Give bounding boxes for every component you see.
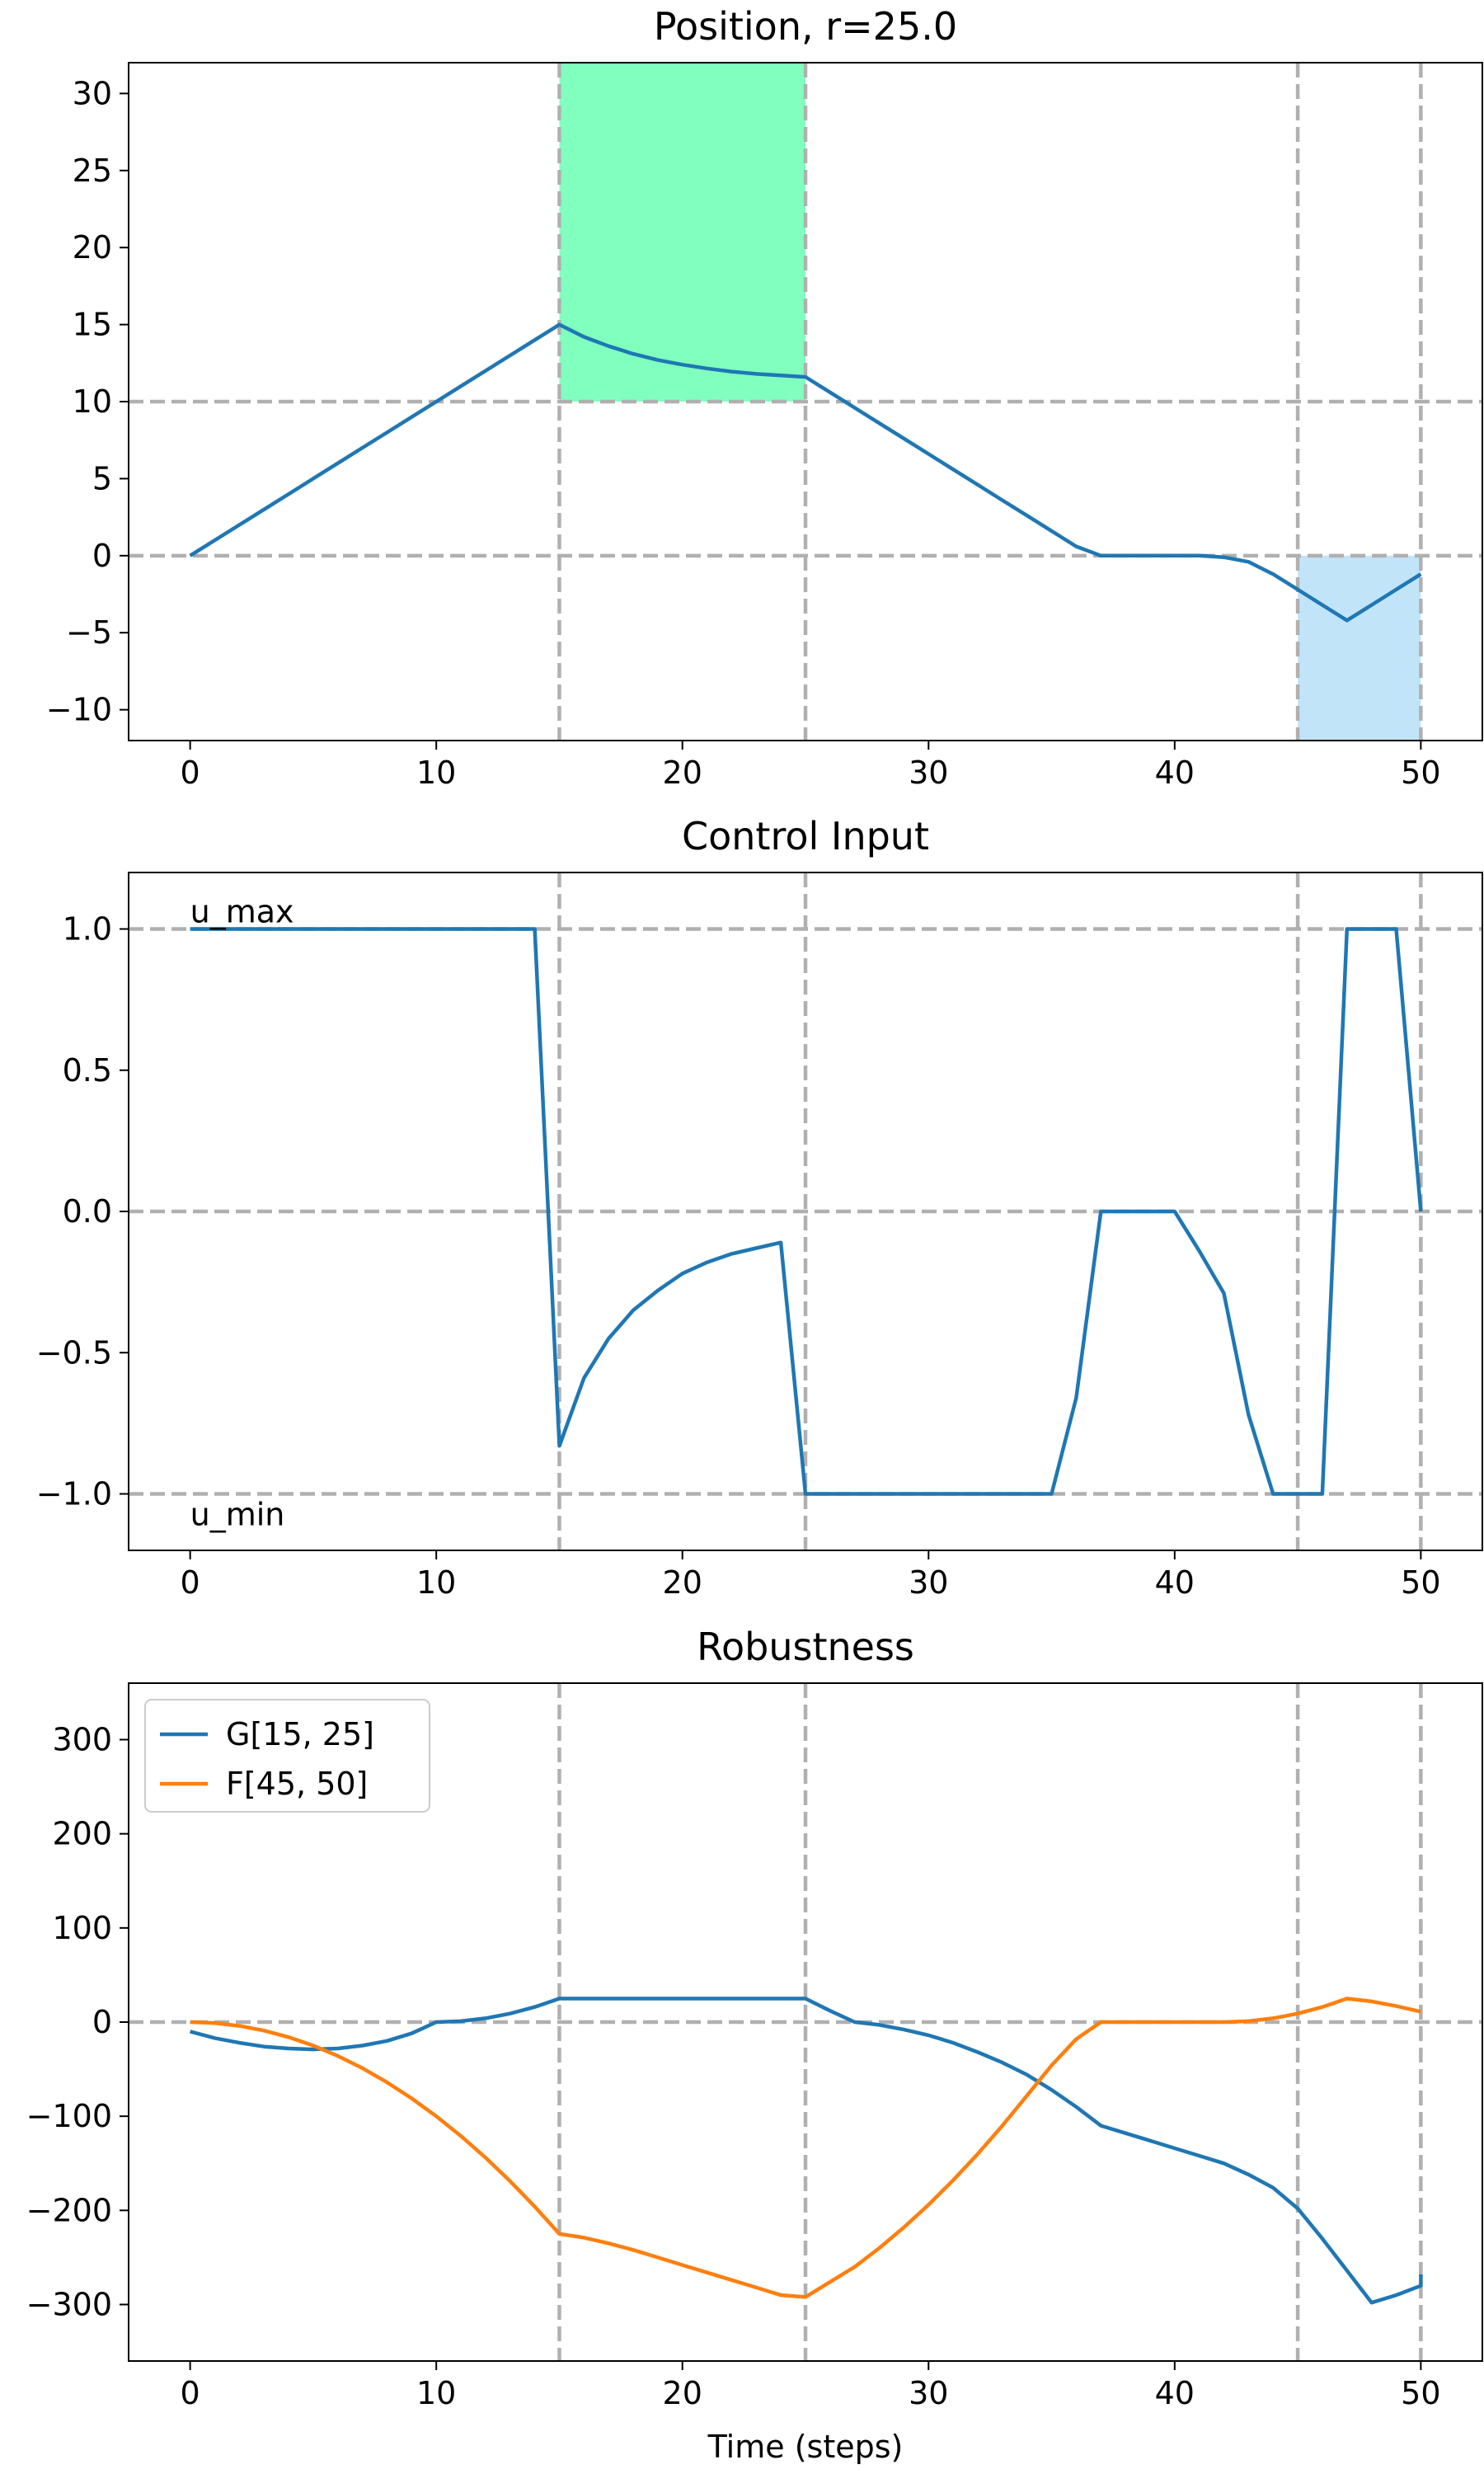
y-tick-label: 25 <box>73 153 112 189</box>
x-tick-label: 20 <box>663 755 702 791</box>
legend-box <box>144 1699 430 1813</box>
y-tick-label: 1.0 <box>63 911 112 948</box>
x-axis-label: Time (steps) <box>707 2429 904 2465</box>
x-tick-label: 40 <box>1155 755 1195 791</box>
x-tick-label: 20 <box>663 2375 702 2411</box>
y-tick-label: −100 <box>26 2098 112 2134</box>
y-tick-label: −200 <box>26 2192 112 2228</box>
y-tick-label: 0 <box>92 2004 112 2040</box>
y-tick-label: 15 <box>73 307 112 343</box>
position-panel: Position, r=25.0 0 10 20 30 40 50302520151050… <box>46 4 1483 791</box>
x-tick-label: 40 <box>1155 1564 1195 1601</box>
y-tick-label: 30 <box>73 75 112 111</box>
x-tick-label: 50 <box>1401 755 1440 791</box>
x-tick-label: 10 <box>416 1564 456 1601</box>
chart-title: Robustness <box>697 1625 914 1669</box>
y-tick-label: −0.5 <box>36 1334 112 1371</box>
x-tick-label: 50 <box>1401 2375 1440 2411</box>
line-annotation: u_max <box>190 894 294 930</box>
y-tick-label: 0 <box>92 538 112 574</box>
legend-label: F[45, 50] <box>226 1766 368 1802</box>
shaded-region <box>1298 555 1421 741</box>
series-line <box>190 927 1423 1496</box>
x-tick-label: 10 <box>416 755 456 791</box>
legend: G[15, 25] F[45, 50] <box>144 1699 430 1813</box>
series-line <box>190 1997 1423 2305</box>
y-tick-label: 200 <box>52 1816 112 1852</box>
line-annotation: u_min <box>190 1497 285 1533</box>
x-tick-label: 30 <box>909 2375 948 2411</box>
shaded-region <box>559 63 805 402</box>
y-tick-label: 0.5 <box>63 1052 112 1089</box>
x-tick-label: 0 <box>181 2375 200 2411</box>
chart-title: Control Input <box>682 814 929 858</box>
control-input-panel: Control Input 0 10 20 30 40 50 1.0 0.5 0.0 −0.5 −1… <box>36 814 1483 1601</box>
x-tick-label: 30 <box>909 1564 948 1601</box>
y-tick-label: 20 <box>73 229 112 266</box>
x-tick-label: 0 <box>181 1564 200 1601</box>
x-tick-label: 0 <box>181 755 200 791</box>
y-tick-label: −1.0 <box>36 1476 112 1512</box>
x-tick-label: 50 <box>1401 1564 1440 1601</box>
robustness-panel: Robustness Time (steps) 0 10 20 30 40 50 300 20… <box>26 1625 1483 2465</box>
y-tick-label: 0.0 <box>63 1193 112 1230</box>
legend-label: G[15, 25] <box>226 1716 374 1752</box>
x-tick-label: 10 <box>416 2375 456 2411</box>
x-tick-label: 20 <box>663 1564 702 1601</box>
series-line <box>190 1997 1421 2299</box>
y-tick-label: 5 <box>92 460 112 496</box>
y-tick-label: 10 <box>73 383 112 420</box>
y-tick-label: 100 <box>52 1910 112 1946</box>
x-tick-label: 30 <box>909 755 948 791</box>
y-tick-label: −5 <box>66 614 112 651</box>
y-tick-label: −10 <box>46 692 112 728</box>
series-line <box>189 322 1422 623</box>
y-tick-label: −300 <box>26 2287 112 2323</box>
y-tick-label: 300 <box>52 1722 112 1758</box>
x-tick-label: 40 <box>1155 2375 1195 2411</box>
chart-title: Position, r=25.0 <box>654 4 957 49</box>
